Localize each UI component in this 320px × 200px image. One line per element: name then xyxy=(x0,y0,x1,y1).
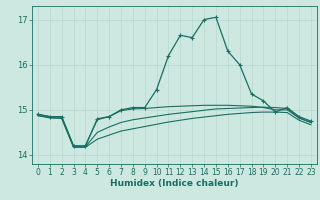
X-axis label: Humidex (Indice chaleur): Humidex (Indice chaleur) xyxy=(110,179,239,188)
